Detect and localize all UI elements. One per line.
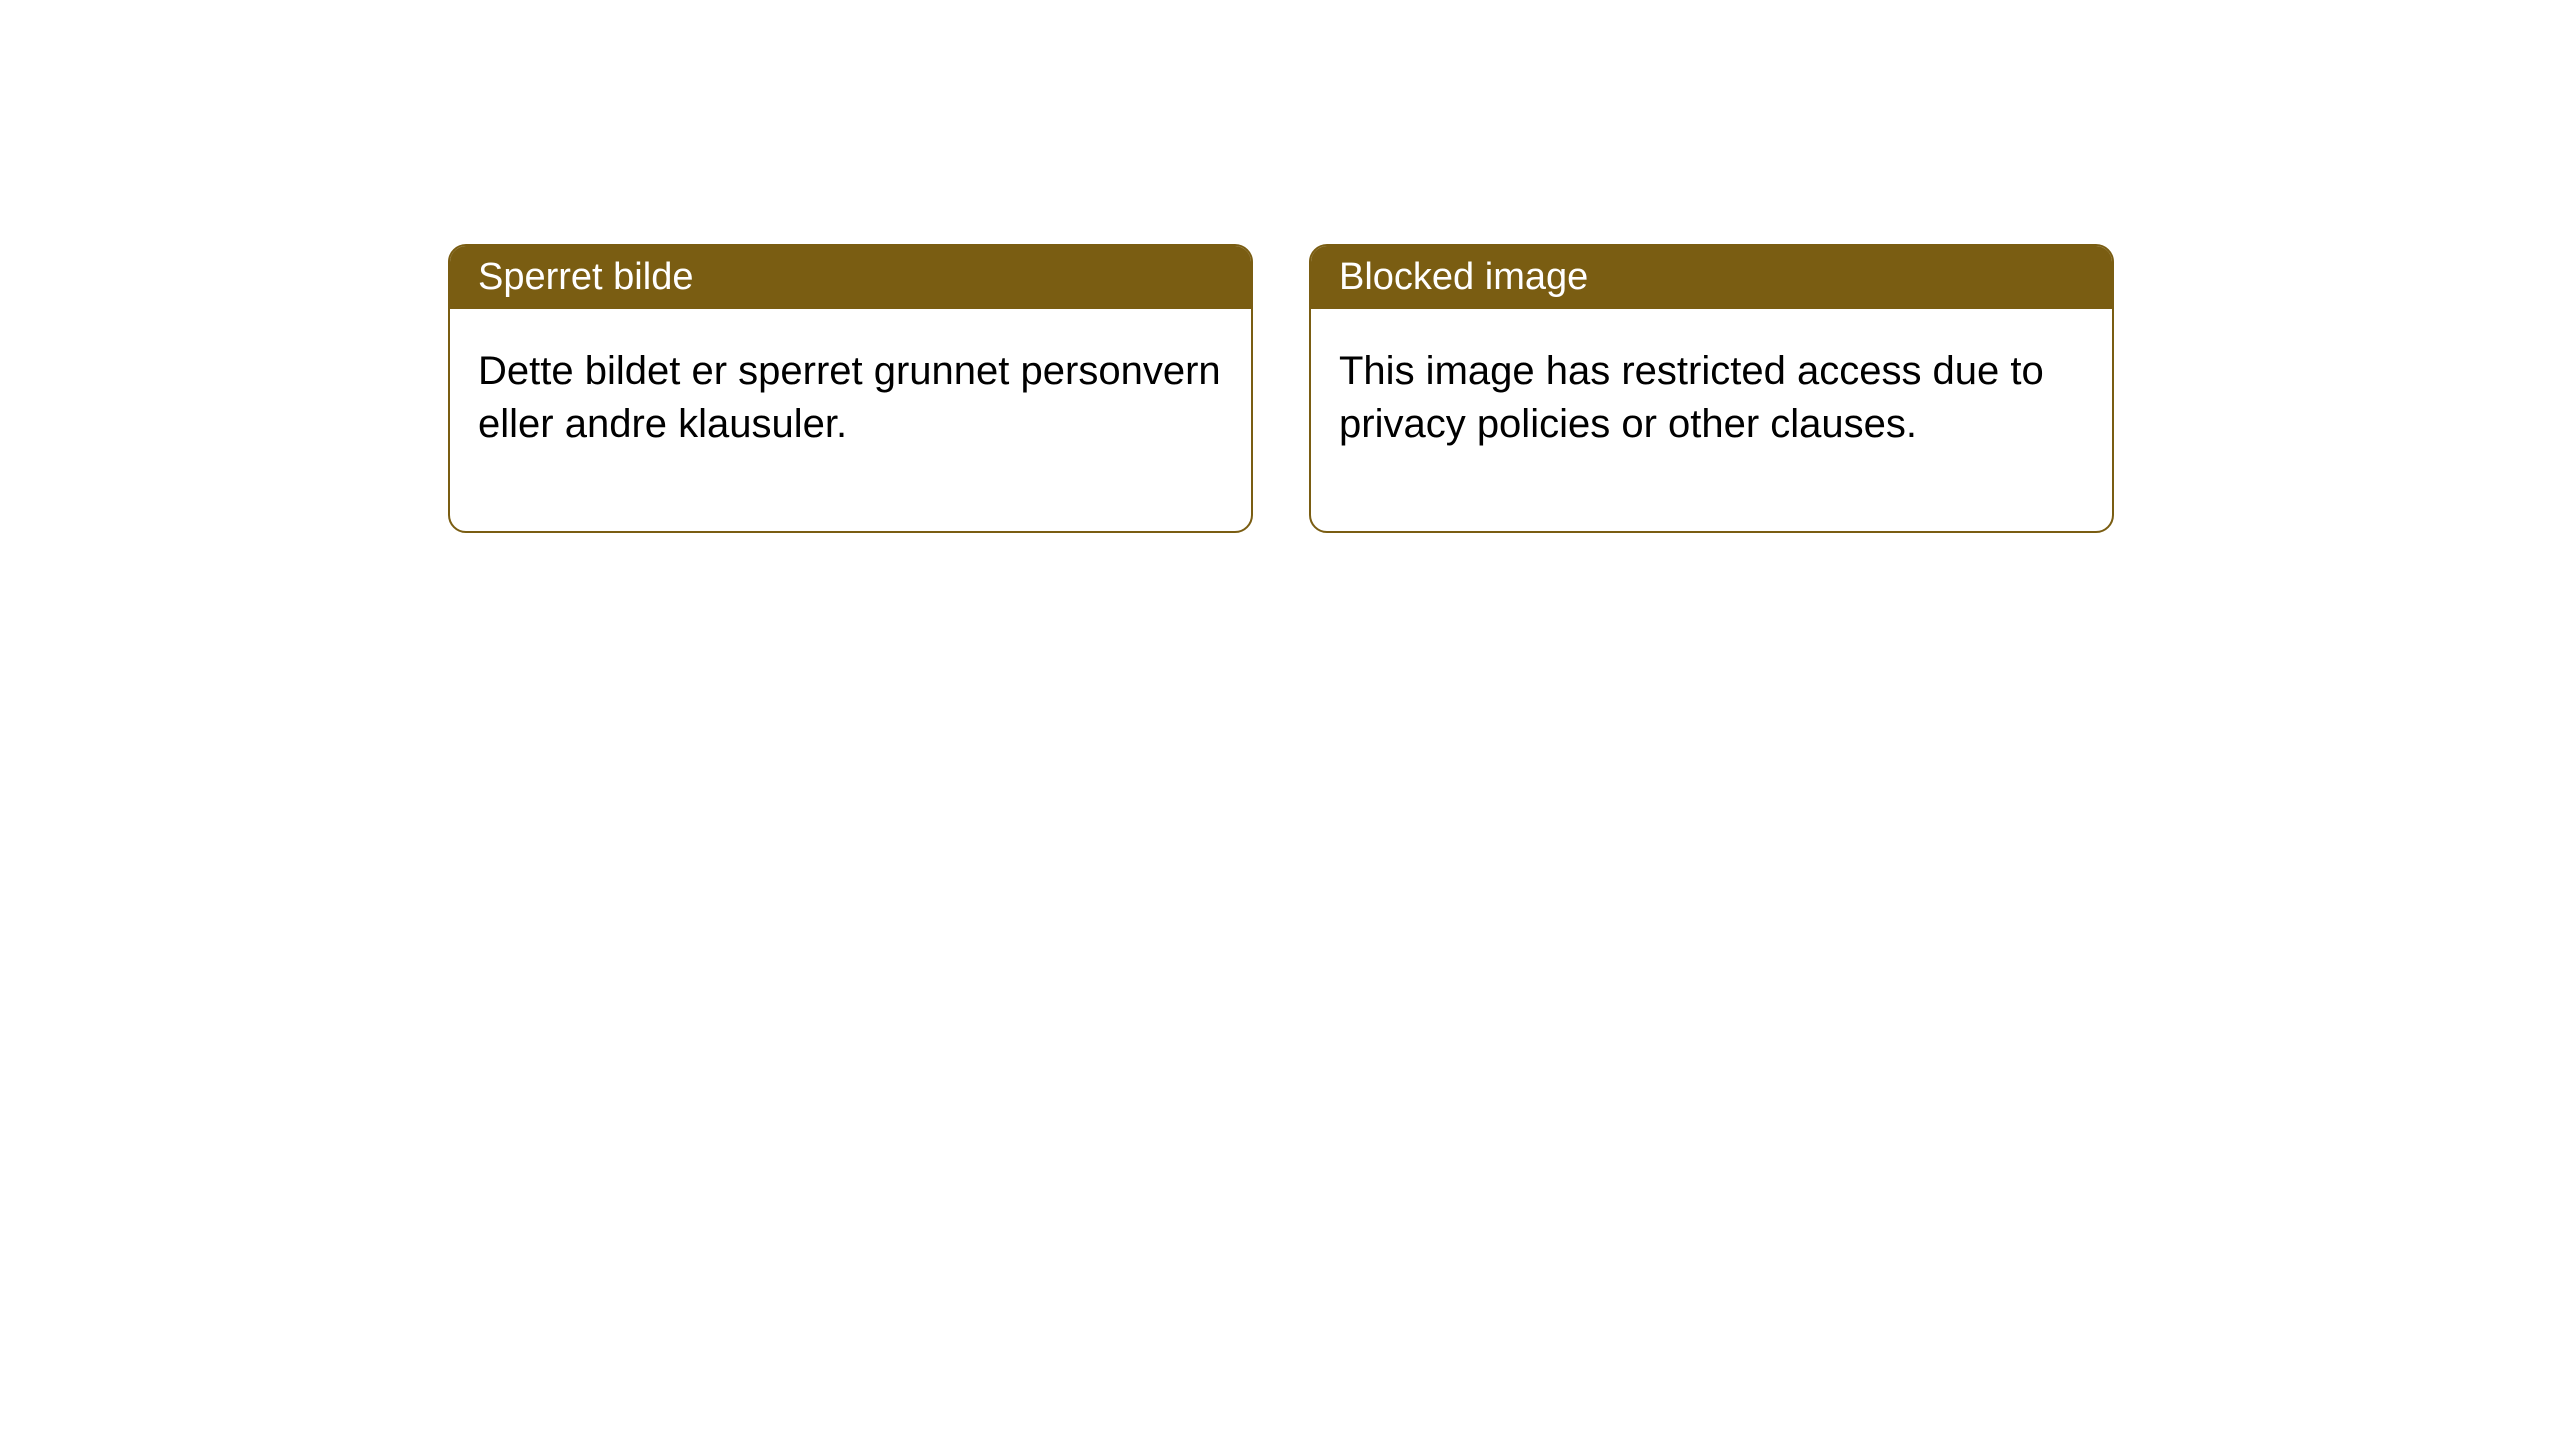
notice-card-english: Blocked image This image has restricted … bbox=[1309, 244, 2114, 533]
notice-body-text: Dette bildet er sperret grunnet personve… bbox=[478, 349, 1221, 446]
notice-body-text: This image has restricted access due to … bbox=[1339, 349, 2044, 446]
notice-card-norwegian: Sperret bilde Dette bildet er sperret gr… bbox=[448, 244, 1253, 533]
notice-card-header: Sperret bilde bbox=[450, 246, 1251, 309]
notice-title: Blocked image bbox=[1339, 256, 1588, 298]
notice-card-body: This image has restricted access due to … bbox=[1311, 309, 2112, 531]
notice-card-body: Dette bildet er sperret grunnet personve… bbox=[450, 309, 1251, 531]
notice-container: Sperret bilde Dette bildet er sperret gr… bbox=[0, 0, 2560, 533]
notice-title: Sperret bilde bbox=[478, 256, 693, 298]
notice-card-header: Blocked image bbox=[1311, 246, 2112, 309]
